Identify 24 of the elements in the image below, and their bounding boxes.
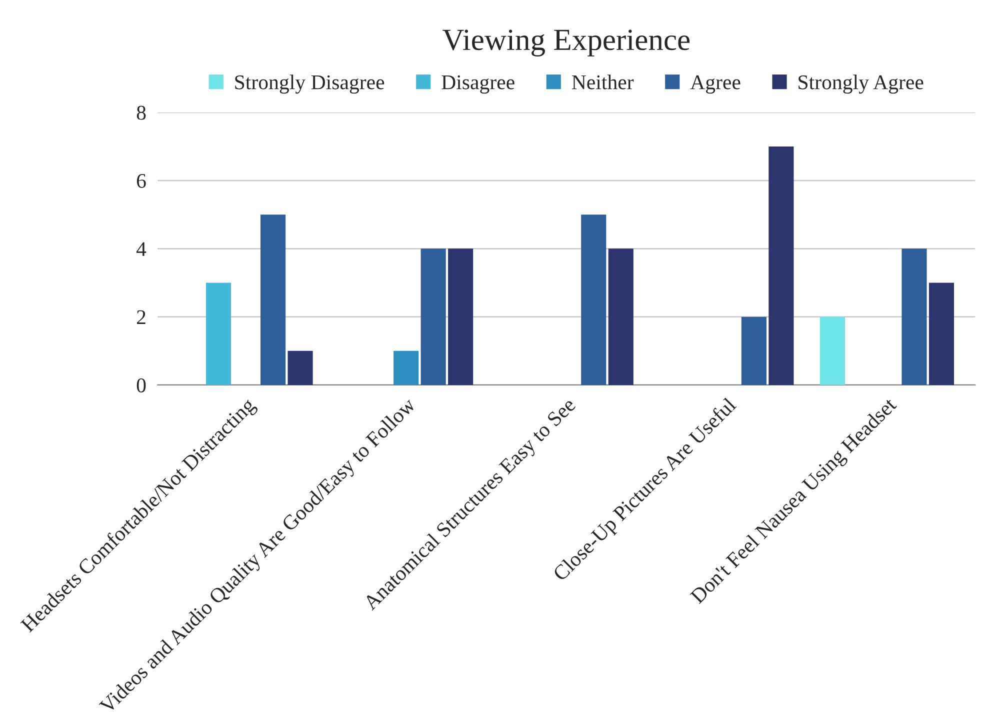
- bar: [928, 282, 954, 385]
- bar: [608, 248, 634, 385]
- bar: [206, 282, 232, 385]
- y-tick-label: 6: [136, 174, 146, 188]
- chart-title: Viewing Experience: [442, 30, 690, 56]
- bar: [581, 214, 606, 385]
- y-tick-label: 8: [136, 106, 146, 120]
- bar: [394, 350, 419, 385]
- legend-label: Disagree: [442, 75, 514, 94]
- bar: [420, 248, 446, 385]
- y-tick-label: 0: [136, 378, 146, 392]
- y-tick-label: 2: [136, 310, 146, 324]
- bar: [820, 316, 846, 385]
- bar: [288, 350, 313, 385]
- bar: [260, 214, 286, 385]
- legend-label: Neither: [572, 74, 634, 90]
- legend-label: Agree: [690, 75, 740, 94]
- bar: [448, 248, 474, 385]
- legend-label: Strongly Disagree: [235, 74, 384, 94]
- bar: [768, 146, 794, 385]
- y-tick-label: 4: [136, 242, 146, 256]
- bar: [902, 248, 927, 385]
- legend-label: Strongly Agree: [798, 74, 924, 94]
- bar: [741, 316, 766, 385]
